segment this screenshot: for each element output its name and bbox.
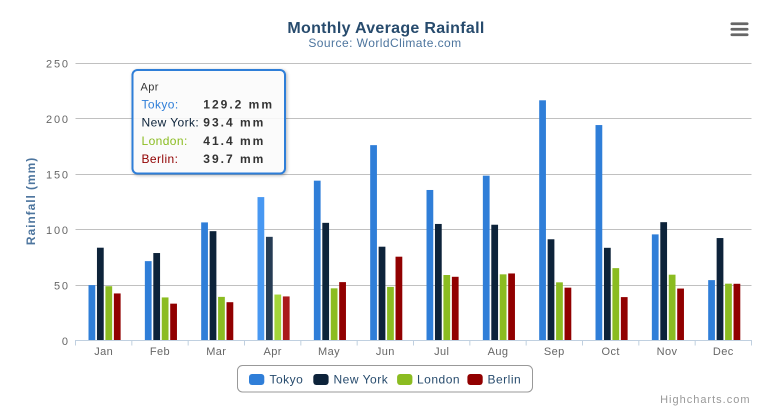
svg-text:129.2 mm: 129.2 mm: [203, 98, 274, 112]
svg-text:Nov: Nov: [657, 346, 678, 358]
svg-text:Sep: Sep: [544, 346, 565, 358]
svg-text:Jul: Jul: [434, 346, 449, 358]
svg-text:93.4 mm: 93.4 mm: [203, 116, 265, 130]
svg-text:Apr: Apr: [264, 346, 282, 358]
svg-text:250: 250: [46, 59, 70, 71]
svg-text:50: 50: [54, 281, 70, 293]
svg-text:New York: New York: [334, 373, 389, 387]
svg-text:London: London: [417, 373, 460, 387]
svg-text:100: 100: [46, 225, 70, 237]
svg-text:Berlin: Berlin: [488, 373, 522, 387]
svg-text:39.7 mm: 39.7 mm: [203, 152, 265, 166]
svg-text:London:: London:: [142, 134, 188, 148]
svg-text:Oct: Oct: [602, 346, 620, 358]
svg-text:Rainfall (mm): Rainfall (mm): [24, 157, 38, 245]
svg-text:Tokyo: Tokyo: [270, 373, 304, 387]
svg-text:200: 200: [46, 114, 70, 126]
svg-text:Monthly Average Rainfall: Monthly Average Rainfall: [287, 20, 484, 37]
svg-text:Jun: Jun: [376, 346, 395, 358]
svg-text:Feb: Feb: [150, 346, 170, 358]
svg-text:Aug: Aug: [488, 346, 509, 358]
svg-text:Jan: Jan: [94, 346, 113, 358]
svg-text:Berlin:: Berlin:: [142, 152, 179, 166]
svg-text:Mar: Mar: [206, 346, 226, 358]
svg-text:150: 150: [46, 170, 70, 182]
svg-text:Source: WorldClimate.com: Source: WorldClimate.com: [308, 36, 461, 50]
svg-text:May: May: [318, 346, 340, 358]
svg-text:Apr: Apr: [141, 82, 159, 94]
svg-text:41.4 mm: 41.4 mm: [203, 134, 265, 148]
svg-text:Tokyo:: Tokyo:: [142, 98, 179, 112]
svg-text:New York:: New York:: [142, 116, 200, 130]
svg-text:Dec: Dec: [713, 346, 734, 358]
svg-text:Highcharts.com: Highcharts.com: [660, 394, 750, 406]
svg-text:0: 0: [62, 336, 70, 348]
